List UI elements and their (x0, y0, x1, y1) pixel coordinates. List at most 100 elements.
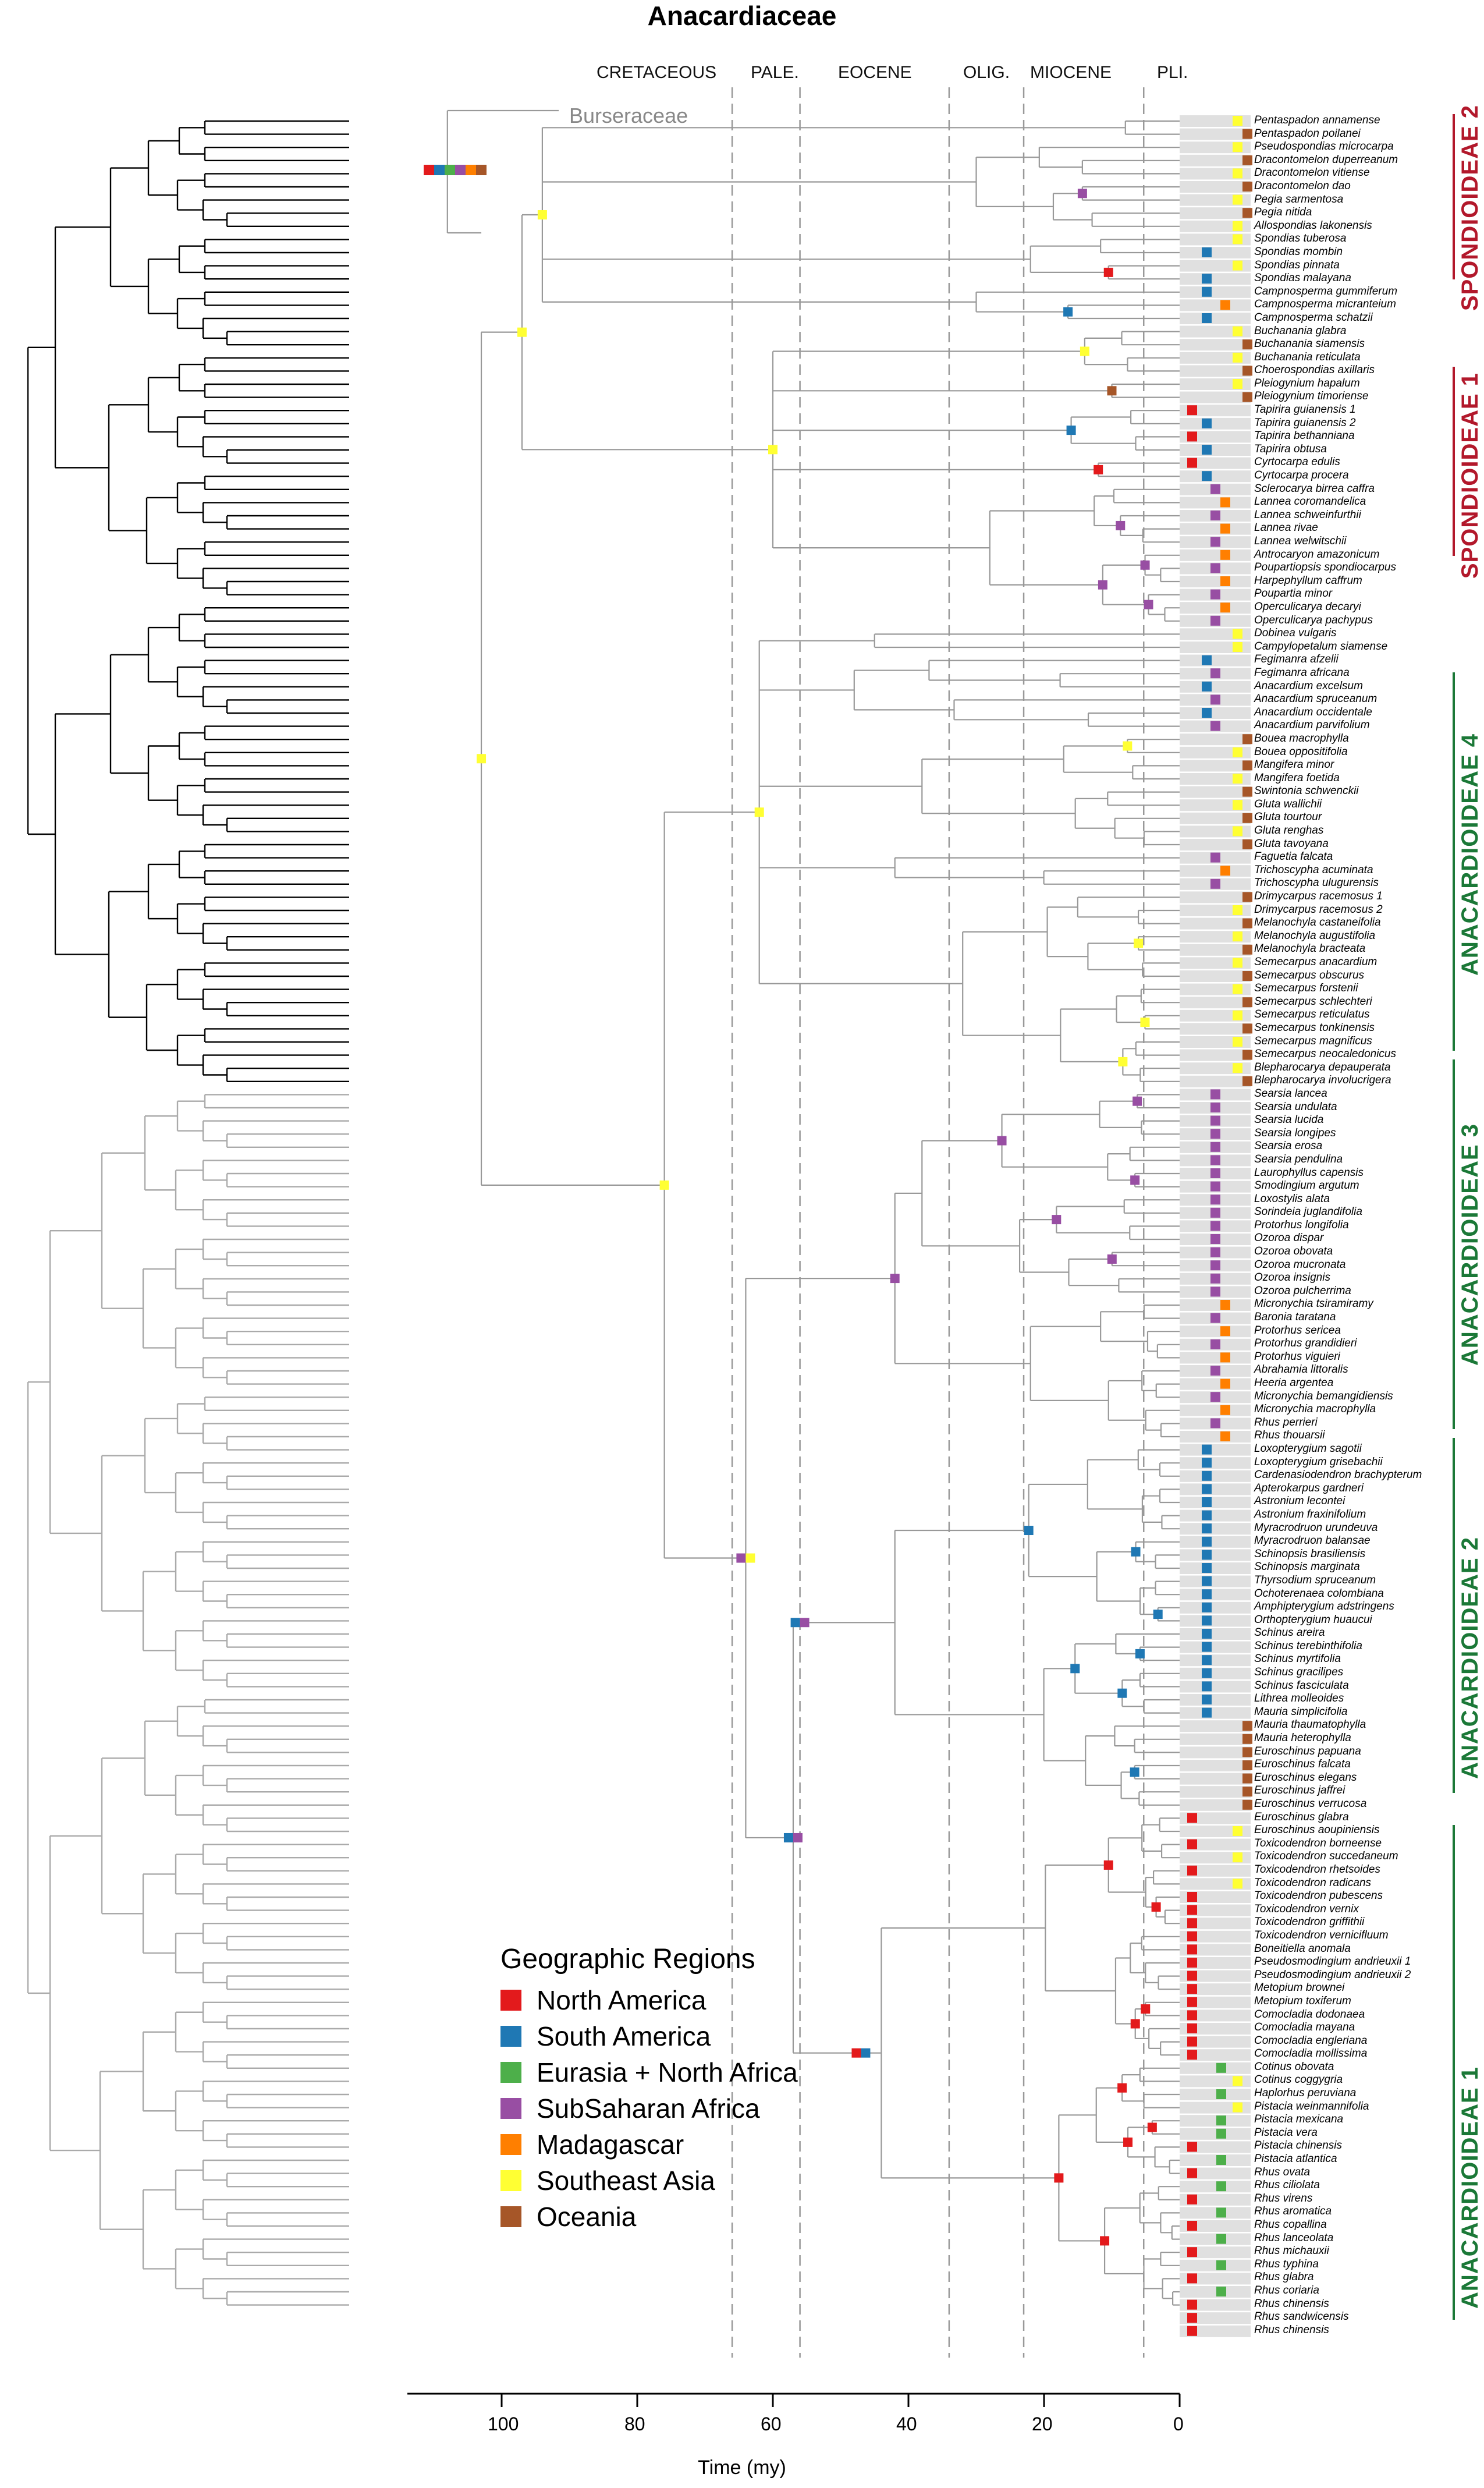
tip-state-marker (1187, 1918, 1197, 1929)
tip-state-marker (1202, 1655, 1212, 1665)
tip-state-marker (1233, 931, 1242, 942)
taxon-label: Campnosperma micranteium (1254, 298, 1396, 311)
legend-label: Southeast Asia (537, 2166, 715, 2196)
tip-state-marker (1210, 1392, 1220, 1402)
ancestral-state-marker (1117, 1688, 1127, 1698)
tip-bar (1180, 2141, 1251, 2153)
taxon-label: Buchanania glabra (1254, 324, 1347, 337)
tip-state-marker (1187, 1865, 1197, 1876)
taxon-label: Mauria heterophylla (1254, 1732, 1351, 1745)
tip-bar (1180, 865, 1251, 877)
tip-bar (1180, 1996, 1251, 2008)
taxon-label: Rhus perrieri (1254, 1416, 1318, 1429)
taxon-label: Euroschinus jaffrei (1254, 1784, 1345, 1797)
taxon-label: Dracontomelon dao (1254, 179, 1351, 192)
taxon-label: Semecarpus forstenii (1254, 982, 1358, 995)
tip-state-marker (1202, 286, 1212, 297)
tick-label-80: 80 (624, 2413, 645, 2434)
taxon-label: Pegia nitida (1254, 206, 1312, 219)
legend-label: SubSaharan Africa (537, 2093, 760, 2124)
tip-state-marker (1242, 129, 1252, 139)
tip-bar (1180, 1786, 1251, 1798)
tip-state-marker (1202, 471, 1212, 481)
tip-state-marker (1216, 2115, 1226, 2126)
ancestral-state-marker (1116, 520, 1126, 530)
tip-state-marker (1210, 1195, 1220, 1205)
taxon-label: Ozoroa mucronata (1254, 1258, 1346, 1271)
tip-state-marker (1202, 1510, 1212, 1521)
taxon-label: Orthopterygium huaucui (1254, 1613, 1372, 1626)
taxon-label: Loxopterygium sagotii (1254, 1442, 1362, 1455)
legend-item-north-america: North America (500, 1982, 798, 2018)
tip-state-marker (1242, 892, 1252, 902)
taxon-label: Rhus ciliolata (1254, 2179, 1320, 2192)
taxon-label: Lithrea molleoides (1254, 1692, 1344, 1705)
taxon-label: Trichoscypha acuminata (1254, 863, 1373, 876)
tip-bar (1180, 1733, 1251, 1745)
tip-state-bars (1180, 115, 1252, 2337)
taxon-label: Pistacia weinmannifolia (1254, 2100, 1369, 2113)
tip-state-marker (1216, 2062, 1226, 2073)
tip-bar (1180, 733, 1251, 746)
tip-state-marker (1233, 1852, 1242, 1863)
tip-bar (1180, 1549, 1251, 1561)
tip-bar (1180, 1049, 1251, 1061)
ancestral-state-markers (424, 165, 1163, 2246)
taxon-label: Amphipterygium adstringens (1254, 1600, 1394, 1613)
tip-bar (1180, 1760, 1251, 1771)
taxon-label: Micronychia bemangidiensis (1254, 1390, 1393, 1402)
ancestral-state-marker (783, 1833, 793, 1842)
tip-bar (1180, 247, 1251, 258)
legend-item-madagascar: Madagascar (500, 2127, 798, 2163)
tip-bar (1180, 417, 1251, 430)
taxon-label: Euroschinus elegans (1254, 1771, 1357, 1784)
taxon-label: Comocladia dodonaea (1254, 2008, 1365, 2021)
tip-state-marker (1242, 997, 1252, 1008)
tip-state-marker (1233, 1879, 1242, 1889)
tip-bar (1180, 1431, 1251, 1443)
epoch-pliocene: PLI. (1157, 63, 1188, 82)
tip-bar (1180, 654, 1251, 667)
taxon-label: Dobinea vulgaris (1254, 627, 1337, 640)
tip-bar (1180, 1562, 1251, 1574)
tip-state-marker (1242, 1050, 1252, 1060)
tip-bar (1180, 1023, 1251, 1035)
tip-bar (1180, 523, 1251, 535)
ancestral-state-marker (1130, 1175, 1140, 1185)
tip-bar (1180, 2325, 1251, 2337)
tip-bar (1180, 2259, 1251, 2271)
tip-bar (1180, 1404, 1251, 1416)
tip-bar (1180, 273, 1251, 285)
tip-state-marker (1220, 300, 1230, 310)
tip-state-marker (1187, 2299, 1197, 2310)
tip-state-marker (1202, 1563, 1212, 1573)
taxon-label: Buchanania reticulata (1254, 350, 1361, 363)
taxon-label: Trichoscypha ulugurensis (1254, 877, 1379, 889)
tip-bar (1180, 2181, 1251, 2193)
taxon-label: Cotinus coggygria (1254, 2074, 1343, 2086)
tip-state-marker (1233, 629, 1242, 639)
tip-state-marker (1220, 1352, 1230, 1363)
taxon-label: Anacardium spruceanum (1254, 693, 1378, 706)
tip-state-marker (1187, 2221, 1197, 2231)
tip-state-marker (1242, 1799, 1252, 1810)
legend-title: Geographic Regions (500, 1944, 755, 1975)
ancestral-state-marker (1130, 1767, 1139, 1777)
taxon-label: Gluta wallichii (1254, 798, 1322, 810)
tip-state-marker (1202, 1602, 1212, 1612)
ancestral-state-marker (1054, 2173, 1064, 2183)
taxon-label: Harpephyllum caffrum (1254, 574, 1362, 587)
taxon-label: Searsia lancea (1254, 1087, 1327, 1100)
taxon-label: Pistacia atlantica (1254, 2153, 1337, 2166)
taxon-label: Dracontomelon vitiense (1254, 166, 1370, 179)
clade-label-anacardioideae-4: ANACARDIOIDEAE 4 (1457, 733, 1483, 976)
root-state-marker (424, 165, 434, 175)
legend-swatch (500, 2098, 521, 2119)
tip-state-marker (1233, 1826, 1242, 1836)
ancestral-state-marker (745, 1553, 755, 1563)
taxon-label: Gluta tourtour (1254, 811, 1322, 824)
tip-bar (1180, 1654, 1251, 1667)
tip-bar (1180, 1918, 1251, 1930)
ancestral-state-marker (1024, 1526, 1034, 1536)
taxon-label: Dracontomelon duperreanum (1254, 153, 1398, 166)
